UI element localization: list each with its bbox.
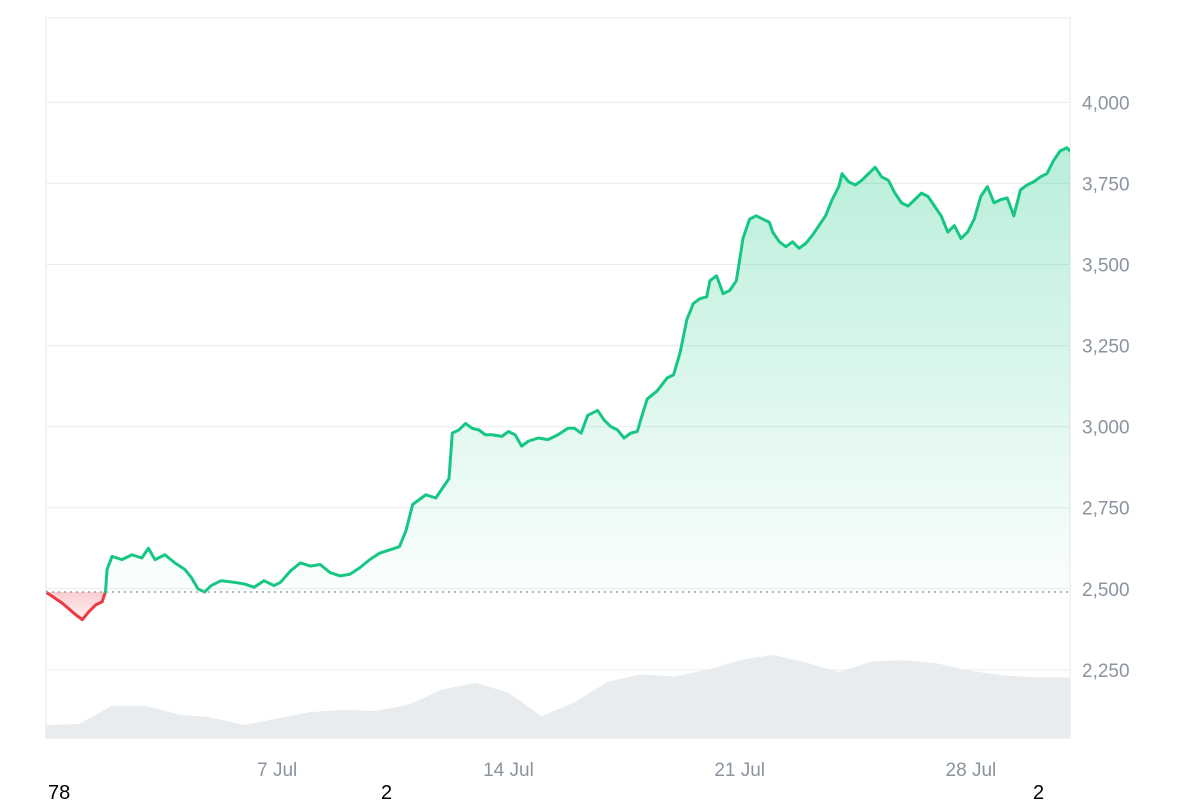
price-fill-down [46, 592, 106, 620]
volume-area [46, 654, 1070, 738]
x-tick-label: 28 Jul [946, 760, 997, 781]
y-tick-label: 2,750 [1082, 499, 1130, 520]
y-axis: 2,250 2,500 2,750 3,000 3,250 3,500 3,750 4,000 [1082, 93, 1130, 682]
y-tick-label: 2,500 [1082, 580, 1130, 601]
volume-area-shape [46, 654, 1070, 738]
price-line-up [103, 146, 1070, 594]
x-axis: 7 Jul 14 Jul 21 Jul 28 Jul [257, 760, 996, 781]
price-line-down [46, 590, 107, 622]
y-tick-label: 4,000 [1082, 93, 1130, 114]
corner-label-left: 78 [48, 782, 70, 800]
x-tick-label: 7 Jul [257, 760, 297, 781]
x-tick-label: 14 Jul [483, 760, 534, 781]
x-tick-label: 21 Jul [714, 760, 765, 781]
y-tick-label: 3,750 [1082, 174, 1130, 195]
price-fill-up [105, 147, 1070, 593]
corner-label-middle: 2 [381, 782, 392, 800]
corner-label-right: 2 [1033, 782, 1044, 800]
y-tick-label: 3,000 [1082, 418, 1130, 439]
y-tick-label: 3,500 [1082, 255, 1130, 276]
y-tick-label: 3,250 [1082, 337, 1130, 358]
price-area [46, 146, 1070, 622]
y-tick-label: 2,250 [1082, 661, 1130, 682]
